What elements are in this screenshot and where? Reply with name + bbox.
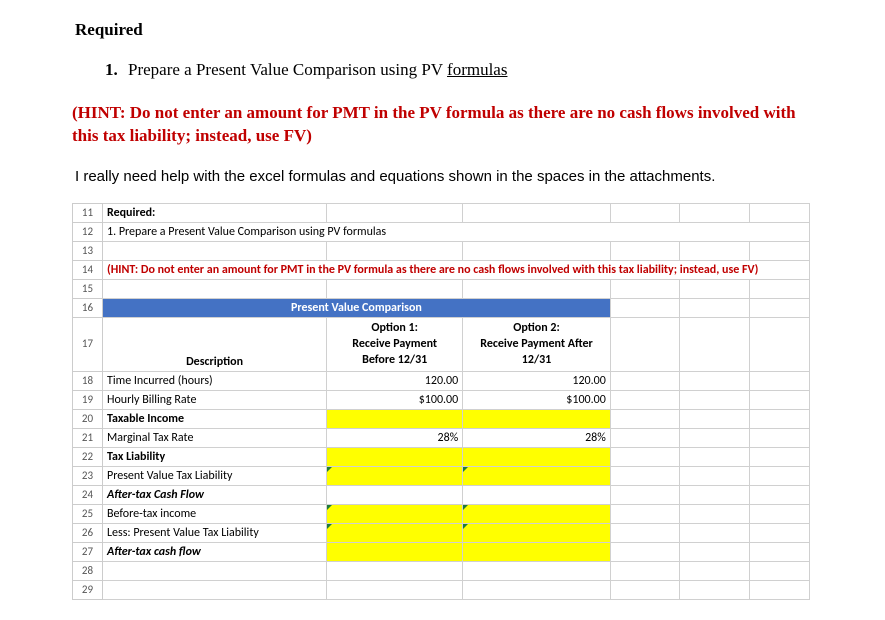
requirement-number: 1. — [105, 60, 118, 79]
cell-less-pv-opt1[interactable] — [327, 523, 463, 542]
table-row: 28 — [73, 561, 810, 580]
cell-less-pv-opt2[interactable] — [463, 523, 611, 542]
table-row: 20 Taxable Income — [73, 409, 810, 428]
cell-pv-comparison-title: Present Value Comparison — [103, 298, 611, 317]
row-number: 14 — [73, 260, 103, 279]
cell-pv-tax-liability-opt1[interactable] — [327, 466, 463, 485]
row-number: 12 — [73, 222, 103, 241]
cell-before-tax-income-label: Before-tax income — [103, 504, 327, 523]
cell-taxable-income-opt2[interactable] — [463, 409, 611, 428]
table-row: 23 Present Value Tax Liability — [73, 466, 810, 485]
cell-less-pv-tax-liability-label: Less: Present Value Tax Liability — [103, 523, 327, 542]
cell-after-tax-opt2[interactable] — [463, 542, 611, 561]
cell-taxable-income-opt1[interactable] — [327, 409, 463, 428]
cell-tax-liability-opt1[interactable] — [327, 447, 463, 466]
row-number: 27 — [73, 542, 103, 561]
cell-option1-header: Option 1: Receive Payment Before 12/31 — [327, 317, 463, 371]
row-number: 22 — [73, 447, 103, 466]
row-number: 23 — [73, 466, 103, 485]
row-number: 11 — [73, 203, 103, 222]
row-number: 13 — [73, 241, 103, 260]
cell-time-incurred-label: Time Incurred (hours) — [103, 371, 327, 390]
cell-before-tax-income-opt2[interactable] — [463, 504, 611, 523]
cell-description-header: Description — [103, 317, 327, 371]
table-row: 29 — [73, 580, 810, 599]
row-number: 25 — [73, 504, 103, 523]
cell-time-opt1: 120.00 — [327, 371, 463, 390]
cell-taxable-income-label: Taxable Income — [103, 409, 327, 428]
requirement-line: 1. Prepare a Present Value Comparison us… — [105, 60, 810, 80]
cell-tax-liability-opt2[interactable] — [463, 447, 611, 466]
cell-rate-opt1: 28% — [327, 428, 463, 447]
requirement-text: Prepare a Present Value Comparison using… — [128, 60, 447, 79]
table-row: 16 Present Value Comparison — [73, 298, 810, 317]
row-number: 24 — [73, 485, 103, 504]
cell-rate-opt1: $100.00 — [327, 390, 463, 409]
table-row: 26 Less: Present Value Tax Liability — [73, 523, 810, 542]
table-row: 15 — [73, 279, 810, 298]
spreadsheet-screenshot: 11 Required: 12 1. Prepare a Present Val… — [72, 203, 810, 600]
cell-after-tax-opt1[interactable] — [327, 542, 463, 561]
table-row: 12 1. Prepare a Present Value Comparison… — [73, 222, 810, 241]
cell-hourly-rate-label: Hourly Billing Rate — [103, 390, 327, 409]
help-request-text: I really need help with the excel formul… — [75, 168, 810, 185]
cell-marginal-rate-label: Marginal Tax Rate — [103, 428, 327, 447]
row-number: 15 — [73, 279, 103, 298]
table-row: 27 After-tax cash flow — [73, 542, 810, 561]
cell-time-opt2: 120.00 — [463, 371, 611, 390]
table-row: 18 Time Incurred (hours) 120.00 120.00 — [73, 371, 810, 390]
table-row: 25 Before-tax income — [73, 504, 810, 523]
cell-before-tax-income-opt1[interactable] — [327, 504, 463, 523]
cell-hint: (HINT: Do not enter an amount for PMT in… — [103, 260, 810, 279]
table-row: 11 Required: — [73, 203, 810, 222]
cell-required: Required: — [103, 203, 327, 222]
row-number: 19 — [73, 390, 103, 409]
hint-text: (HINT: Do not enter an amount for PMT in… — [72, 102, 810, 148]
table-row: 17 Description Option 1: Receive Payment… — [73, 317, 810, 371]
table-row: 24 After-tax Cash Flow — [73, 485, 810, 504]
cell-requirement: 1. Prepare a Present Value Comparison us… — [103, 222, 810, 241]
cell-rate-opt2: $100.00 — [463, 390, 611, 409]
row-number: 20 — [73, 409, 103, 428]
table-row: 21 Marginal Tax Rate 28% 28% — [73, 428, 810, 447]
row-number: 16 — [73, 298, 103, 317]
row-number: 26 — [73, 523, 103, 542]
cell-pv-tax-liability-label: Present Value Tax Liability — [103, 466, 327, 485]
cell-tax-liability-label: Tax Liability — [103, 447, 327, 466]
spreadsheet-table: 11 Required: 12 1. Prepare a Present Val… — [72, 203, 810, 600]
cell-after-tax-cash-flow-label: After-tax Cash Flow — [103, 485, 327, 504]
requirement-text-underlined: formulas — [447, 60, 507, 79]
row-number: 21 — [73, 428, 103, 447]
row-number: 17 — [73, 317, 103, 371]
cell-after-tax-cash-flow2-label: After-tax cash flow — [103, 542, 327, 561]
row-number: 18 — [73, 371, 103, 390]
table-row: 14 (HINT: Do not enter an amount for PMT… — [73, 260, 810, 279]
row-number: 29 — [73, 580, 103, 599]
cell-rate-opt2: 28% — [463, 428, 611, 447]
table-row: 13 — [73, 241, 810, 260]
table-row: 19 Hourly Billing Rate $100.00 $100.00 — [73, 390, 810, 409]
table-row: 22 Tax Liability — [73, 447, 810, 466]
required-heading: Required — [75, 20, 810, 40]
cell-pv-tax-liability-opt2[interactable] — [463, 466, 611, 485]
cell-option2-header: Option 2: Receive Payment After 12/31 — [463, 317, 611, 371]
row-number: 28 — [73, 561, 103, 580]
